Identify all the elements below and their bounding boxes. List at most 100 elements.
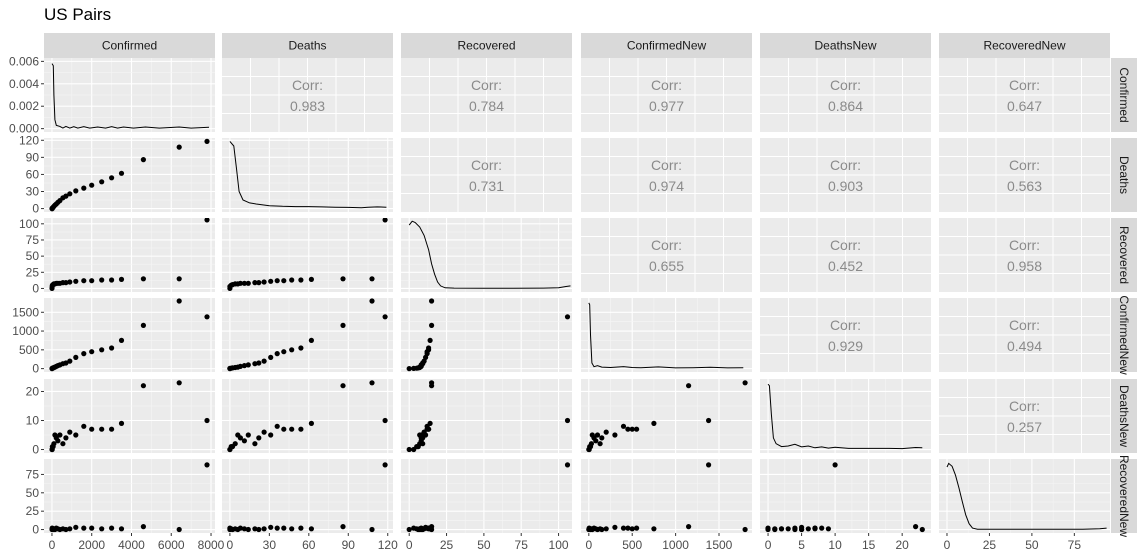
data-point (625, 426, 631, 432)
data-point (429, 322, 435, 328)
strip-background (401, 33, 572, 58)
data-point (281, 349, 287, 355)
panel-ConfirmedNew-RecoveredNew: Corr: 0.494 (939, 298, 1110, 372)
data-point (256, 360, 262, 366)
data-point (369, 526, 375, 533)
strip-background (1111, 459, 1137, 533)
data-point (256, 435, 262, 441)
data-point (634, 426, 640, 432)
x-tick-label: 120 (378, 538, 398, 552)
data-point (204, 314, 210, 320)
panel-background (581, 459, 752, 533)
y-tick-label: 25 (26, 504, 40, 518)
strip-label: Deaths (288, 39, 326, 53)
panel-marks (229, 141, 387, 209)
data-point (256, 526, 262, 533)
panel-Confirmed-ConfirmedNew: Corr: 0.977 (581, 58, 752, 132)
top-strip-RecoveredNew: RecoveredNew (939, 33, 1110, 58)
panel-background (44, 218, 215, 292)
panel-Recovered-Deaths (222, 218, 393, 292)
strip-background (939, 33, 1110, 58)
corr-label: Corr: (1009, 157, 1040, 173)
data-point (274, 423, 280, 429)
data-point (73, 278, 79, 284)
data-point (429, 298, 435, 304)
data-point (281, 525, 287, 531)
data-point (67, 429, 73, 435)
panel-Deaths-Recovered: Corr: 0.731 (401, 138, 572, 212)
data-point (140, 383, 146, 389)
top-strip-Deaths: Deaths (222, 33, 393, 58)
data-point (241, 438, 247, 444)
panel-marks (765, 462, 925, 533)
panel-ConfirmedNew-Deaths (222, 298, 393, 372)
x-tick-label: 6000 (158, 538, 185, 552)
data-point (289, 277, 295, 283)
data-point (73, 432, 79, 438)
y-tick-label: 0.006 (9, 54, 39, 68)
data-point (89, 349, 95, 355)
data-point (805, 526, 811, 532)
data-point (281, 426, 287, 432)
panel-marks (406, 380, 571, 453)
x-tick-label: 0 (406, 538, 413, 552)
corr-value: 0.864 (828, 98, 863, 114)
corr-value: 0.647 (1007, 98, 1042, 114)
panel-Recovered-ConfirmedNew: Corr: 0.655 (581, 218, 752, 292)
data-point (204, 218, 210, 223)
data-point (73, 188, 79, 194)
y-tick-label: 50 (26, 486, 40, 500)
data-point (204, 138, 210, 144)
x-tick-label: 500 (622, 538, 642, 552)
panel-Confirmed-Confirmed (44, 58, 215, 132)
x-tick-label: 90 (342, 538, 356, 552)
panel-marks (946, 462, 1107, 530)
panel-DeathsNew-Deaths (222, 379, 393, 453)
data-point (176, 298, 182, 304)
corr-value: 0.784 (469, 98, 504, 114)
panel-background (939, 459, 1110, 533)
corr-label: Corr: (471, 77, 502, 93)
panel-marks (49, 218, 210, 291)
data-point (429, 526, 435, 533)
data-point (176, 144, 182, 150)
data-point (778, 526, 785, 532)
x-tick-label: 60 (302, 538, 316, 552)
data-point (89, 426, 95, 432)
data-point (369, 298, 375, 304)
right-strip-DeathsNew: DeathsNew (1111, 379, 1137, 453)
corr-label: Corr: (1009, 398, 1040, 414)
data-point (772, 526, 778, 533)
data-point (176, 276, 182, 282)
data-point (252, 526, 258, 532)
strip-background (1111, 138, 1137, 212)
top-strip-Recovered: Recovered (401, 33, 572, 58)
panel-Deaths-ConfirmedNew: Corr: 0.974 (581, 138, 752, 212)
data-point (81, 351, 87, 357)
data-point (629, 526, 635, 532)
data-point (241, 363, 247, 369)
panel-DeathsNew-Recovered (401, 379, 572, 453)
panel-DeathsNew-Confirmed (44, 379, 215, 453)
panel-Deaths-Deaths (222, 138, 393, 212)
data-point (298, 277, 304, 283)
data-point (81, 525, 87, 531)
panel-Confirmed-DeathsNew: Corr: 0.864 (760, 58, 931, 132)
data-point (340, 322, 346, 328)
right-strip-Deaths: Deaths (1111, 138, 1137, 212)
panel-RecoveredNew-ConfirmedNew (581, 459, 752, 533)
panel-Recovered-RecoveredNew: Corr: 0.958 (939, 218, 1110, 292)
panel-marks (49, 380, 210, 453)
x-tick-label: 50 (1025, 538, 1039, 552)
data-point (340, 276, 346, 282)
corr-label: Corr: (651, 157, 682, 173)
panel-background (401, 379, 572, 453)
data-point (289, 526, 295, 532)
data-point (340, 383, 346, 389)
data-point (63, 193, 69, 199)
x-tick-label: 10 (828, 538, 842, 552)
data-point (274, 351, 280, 357)
data-point (81, 278, 87, 284)
data-point (245, 280, 251, 286)
panel-background (44, 379, 215, 453)
